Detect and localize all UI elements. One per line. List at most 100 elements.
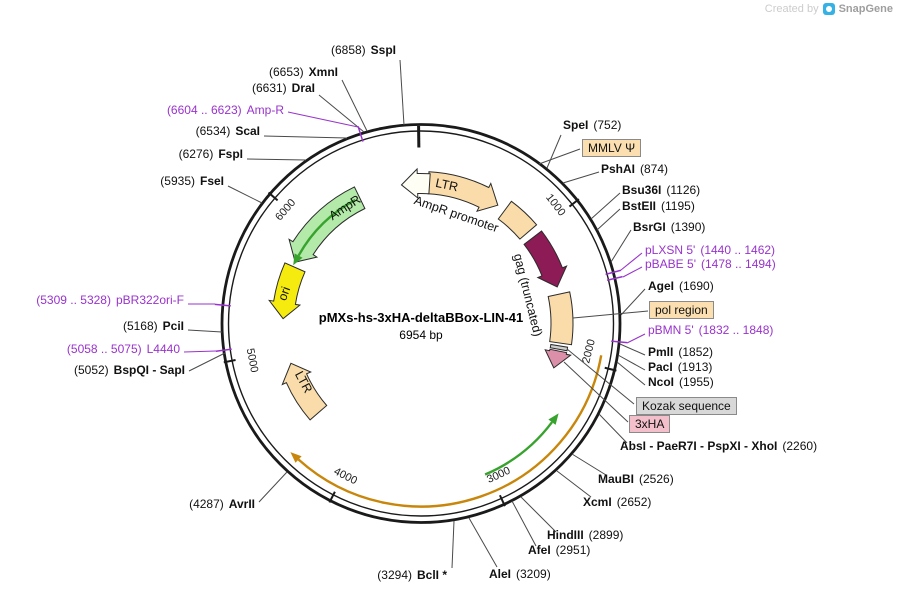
site-fspi[interactable]: (6276) FspI bbox=[179, 148, 243, 161]
site-position: (874) bbox=[640, 162, 669, 176]
feature-box-3xha[interactable]: 3xHA bbox=[629, 415, 671, 433]
site-xcmi[interactable]: XcmI (2652) bbox=[583, 496, 651, 509]
site-l4440-primer[interactable]: (5058 .. 5075) L4440 bbox=[67, 343, 180, 356]
leader-line bbox=[571, 453, 607, 476]
site-name: BstEII bbox=[622, 199, 657, 213]
site-pshai[interactable]: PshAI (874) bbox=[601, 163, 668, 176]
leader-line bbox=[246, 158, 307, 161]
leader-line bbox=[617, 354, 646, 371]
leader-line bbox=[566, 348, 635, 405]
feature-ltr-5prime[interactable] bbox=[427, 171, 499, 212]
site-bcli[interactable]: (3294) BclI * bbox=[377, 569, 447, 582]
site-name: FspI bbox=[218, 147, 243, 161]
site-scai[interactable]: (6534) ScaI bbox=[196, 125, 260, 138]
site-pbabe-5-primer[interactable]: pBABE 5' (1478 .. 1494) bbox=[645, 258, 776, 271]
site-position: (6858) bbox=[330, 43, 366, 57]
backbone-ring-outer bbox=[220, 123, 622, 524]
feature-ltr-3prime[interactable] bbox=[281, 362, 328, 421]
site-name: pLXSN 5' bbox=[645, 243, 696, 257]
site-sspi[interactable]: (6858) SspI bbox=[331, 44, 396, 57]
site-plxsn-5-primer[interactable]: pLXSN 5' (1440 .. 1462) bbox=[645, 244, 775, 257]
leader-line bbox=[590, 192, 621, 220]
site-position: (4287) bbox=[189, 497, 224, 511]
site-alei[interactable]: AleI (3209) bbox=[489, 568, 551, 581]
primer-site-tick bbox=[606, 275, 623, 281]
plasmid-name: pMXs-hs-3xHA-deltaBBox-LIN-41 bbox=[318, 310, 524, 325]
site-position: (2899) bbox=[588, 528, 624, 542]
site-name: AgeI bbox=[648, 279, 675, 293]
orf-arrow-1-head bbox=[548, 413, 559, 425]
site-pbr322ori-f-primer[interactable]: (5309 .. 5328) pBR322ori-F bbox=[36, 294, 184, 307]
site-bspqi-sapi[interactable]: (5052) BspQI - SapI bbox=[74, 364, 185, 377]
site-name: PshAI bbox=[601, 162, 636, 176]
site-position: (5052) bbox=[73, 363, 109, 377]
feature-box-mmlv-psi[interactable]: MMLV Ψ bbox=[582, 139, 642, 157]
site-position: (1955) bbox=[679, 375, 714, 389]
site-fsei[interactable]: (5935) FseI bbox=[160, 175, 224, 188]
transcript-arrow-head bbox=[290, 452, 302, 463]
leader-line bbox=[318, 94, 365, 133]
feature-pol-region[interactable] bbox=[547, 291, 574, 346]
feature-kozak-sequence[interactable] bbox=[549, 343, 569, 352]
site-name: Amp-R bbox=[246, 103, 284, 117]
site-name: AvrII bbox=[228, 497, 255, 511]
site-afei[interactable]: AfeI (2951) bbox=[528, 544, 590, 557]
site-position: (1126) bbox=[666, 183, 701, 197]
leader-line bbox=[468, 517, 498, 568]
created-by-text: Created by bbox=[764, 3, 819, 15]
site-bsu36i[interactable]: Bsu36I (1126) bbox=[622, 184, 700, 197]
site-maubi[interactable]: MauBI (2526) bbox=[598, 473, 674, 486]
feature-3xha[interactable] bbox=[544, 348, 572, 369]
site-absi-paer7i-pspxi-xhoi[interactable]: AbsI - PaeR7I - PspXI - XhoI (2260) bbox=[620, 440, 817, 453]
primer-site-tick bbox=[357, 126, 364, 142]
site-bsrgi[interactable]: BsrGI (1390) bbox=[633, 221, 705, 234]
orf-arrow-2[interactable] bbox=[297, 198, 356, 257]
site-bsteii[interactable]: BstEII (1195) bbox=[622, 200, 695, 213]
primer-leader-line bbox=[183, 350, 217, 353]
feature-arrows bbox=[268, 167, 603, 508]
transcript-arrow[interactable] bbox=[297, 355, 603, 508]
site-xmni[interactable]: (6653) XmnI bbox=[269, 66, 338, 79]
primer-leader-line bbox=[287, 111, 359, 128]
feature-box-pol-region[interactable]: pol region bbox=[649, 301, 714, 319]
leader-line bbox=[520, 496, 557, 533]
site-avrii[interactable]: (4287) AvrII bbox=[189, 498, 255, 511]
feature-box-kozak[interactable]: Kozak sequence bbox=[636, 397, 737, 415]
scale-tick bbox=[604, 366, 617, 372]
site-position: (2526) bbox=[639, 472, 674, 486]
site-pmli[interactable]: PmlI (1852) bbox=[648, 346, 713, 359]
site-position: (6604 .. 6623) bbox=[166, 103, 242, 117]
feature-ampr-promoter[interactable] bbox=[400, 167, 431, 200]
site-spei[interactable]: SpeI (752) bbox=[563, 119, 621, 132]
site-position: (5058 .. 5075) bbox=[66, 342, 142, 356]
feature-mmlv-psi[interactable] bbox=[497, 200, 538, 240]
feature-gag-truncated[interactable] bbox=[523, 230, 568, 288]
leader-line bbox=[227, 185, 263, 204]
site-ncoi[interactable]: NcoI (1955) bbox=[648, 376, 714, 389]
site-position: (5309 .. 5328) bbox=[36, 293, 111, 307]
site-pbmn-5-primer[interactable]: pBMN 5' (1832 .. 1848) bbox=[648, 324, 773, 337]
site-position: (5168) bbox=[122, 319, 158, 333]
site-paci[interactable]: PacI (1913) bbox=[648, 361, 712, 374]
orf-arrow-1[interactable] bbox=[484, 421, 553, 476]
site-name: SpeI bbox=[563, 118, 589, 132]
site-position: (2951) bbox=[555, 543, 591, 557]
feature-label-ltr-5prime: LTR bbox=[434, 176, 459, 194]
site-drai[interactable]: (6631) DraI bbox=[252, 82, 315, 95]
primer-leader-line bbox=[626, 333, 646, 344]
site-name: BsrGI bbox=[633, 220, 666, 234]
site-name: NcoI bbox=[648, 375, 675, 389]
feature-ori[interactable] bbox=[268, 262, 306, 320]
site-position: (6631) bbox=[251, 81, 287, 95]
site-hindiii[interactable]: HindIII (2899) bbox=[547, 529, 623, 542]
primer-leader-line bbox=[622, 266, 643, 278]
tick-label-2000: 2000 bbox=[580, 338, 598, 365]
site-position: (1195) bbox=[661, 199, 695, 213]
leader-line bbox=[596, 208, 621, 231]
site-pcii[interactable]: (5168) PciI bbox=[123, 320, 184, 333]
site-agei[interactable]: AgeI (1690) bbox=[648, 280, 714, 293]
site-name: HindIII bbox=[547, 528, 584, 542]
leader-line bbox=[572, 310, 649, 319]
site-amp-r-primer[interactable]: (6604 .. 6623) Amp-R bbox=[167, 104, 284, 117]
